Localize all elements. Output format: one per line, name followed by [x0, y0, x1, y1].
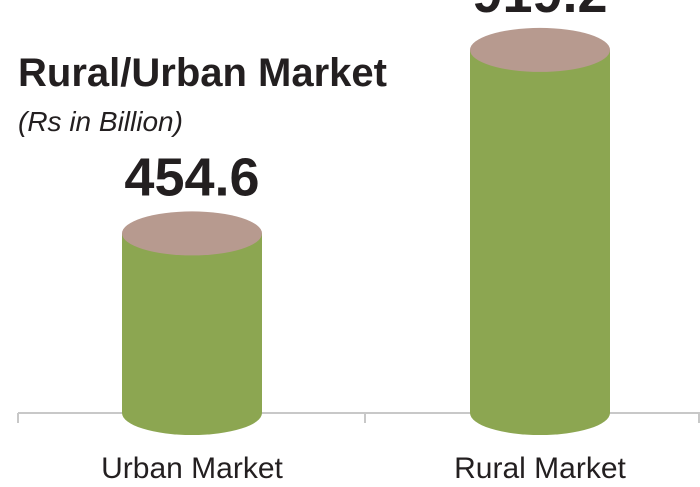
bars-group: 454.6 Urban Market 919.2 Rural Market — [101, 0, 626, 485]
data-label: 919.2 — [472, 0, 607, 24]
bar-top-rural-market — [470, 27, 610, 72]
chart-subtitle: (Rs in Billion) — [18, 106, 183, 137]
data-label: 454.6 — [124, 147, 259, 207]
x-tick-label: Urban Market — [101, 452, 283, 485]
bar-top-urban-market — [122, 211, 262, 256]
x-tick-label: Rural Market — [454, 452, 626, 485]
chart-title: Rural/Urban Market — [18, 51, 387, 95]
bar-urban-market — [122, 233, 262, 435]
bar-rural-market — [470, 49, 610, 435]
